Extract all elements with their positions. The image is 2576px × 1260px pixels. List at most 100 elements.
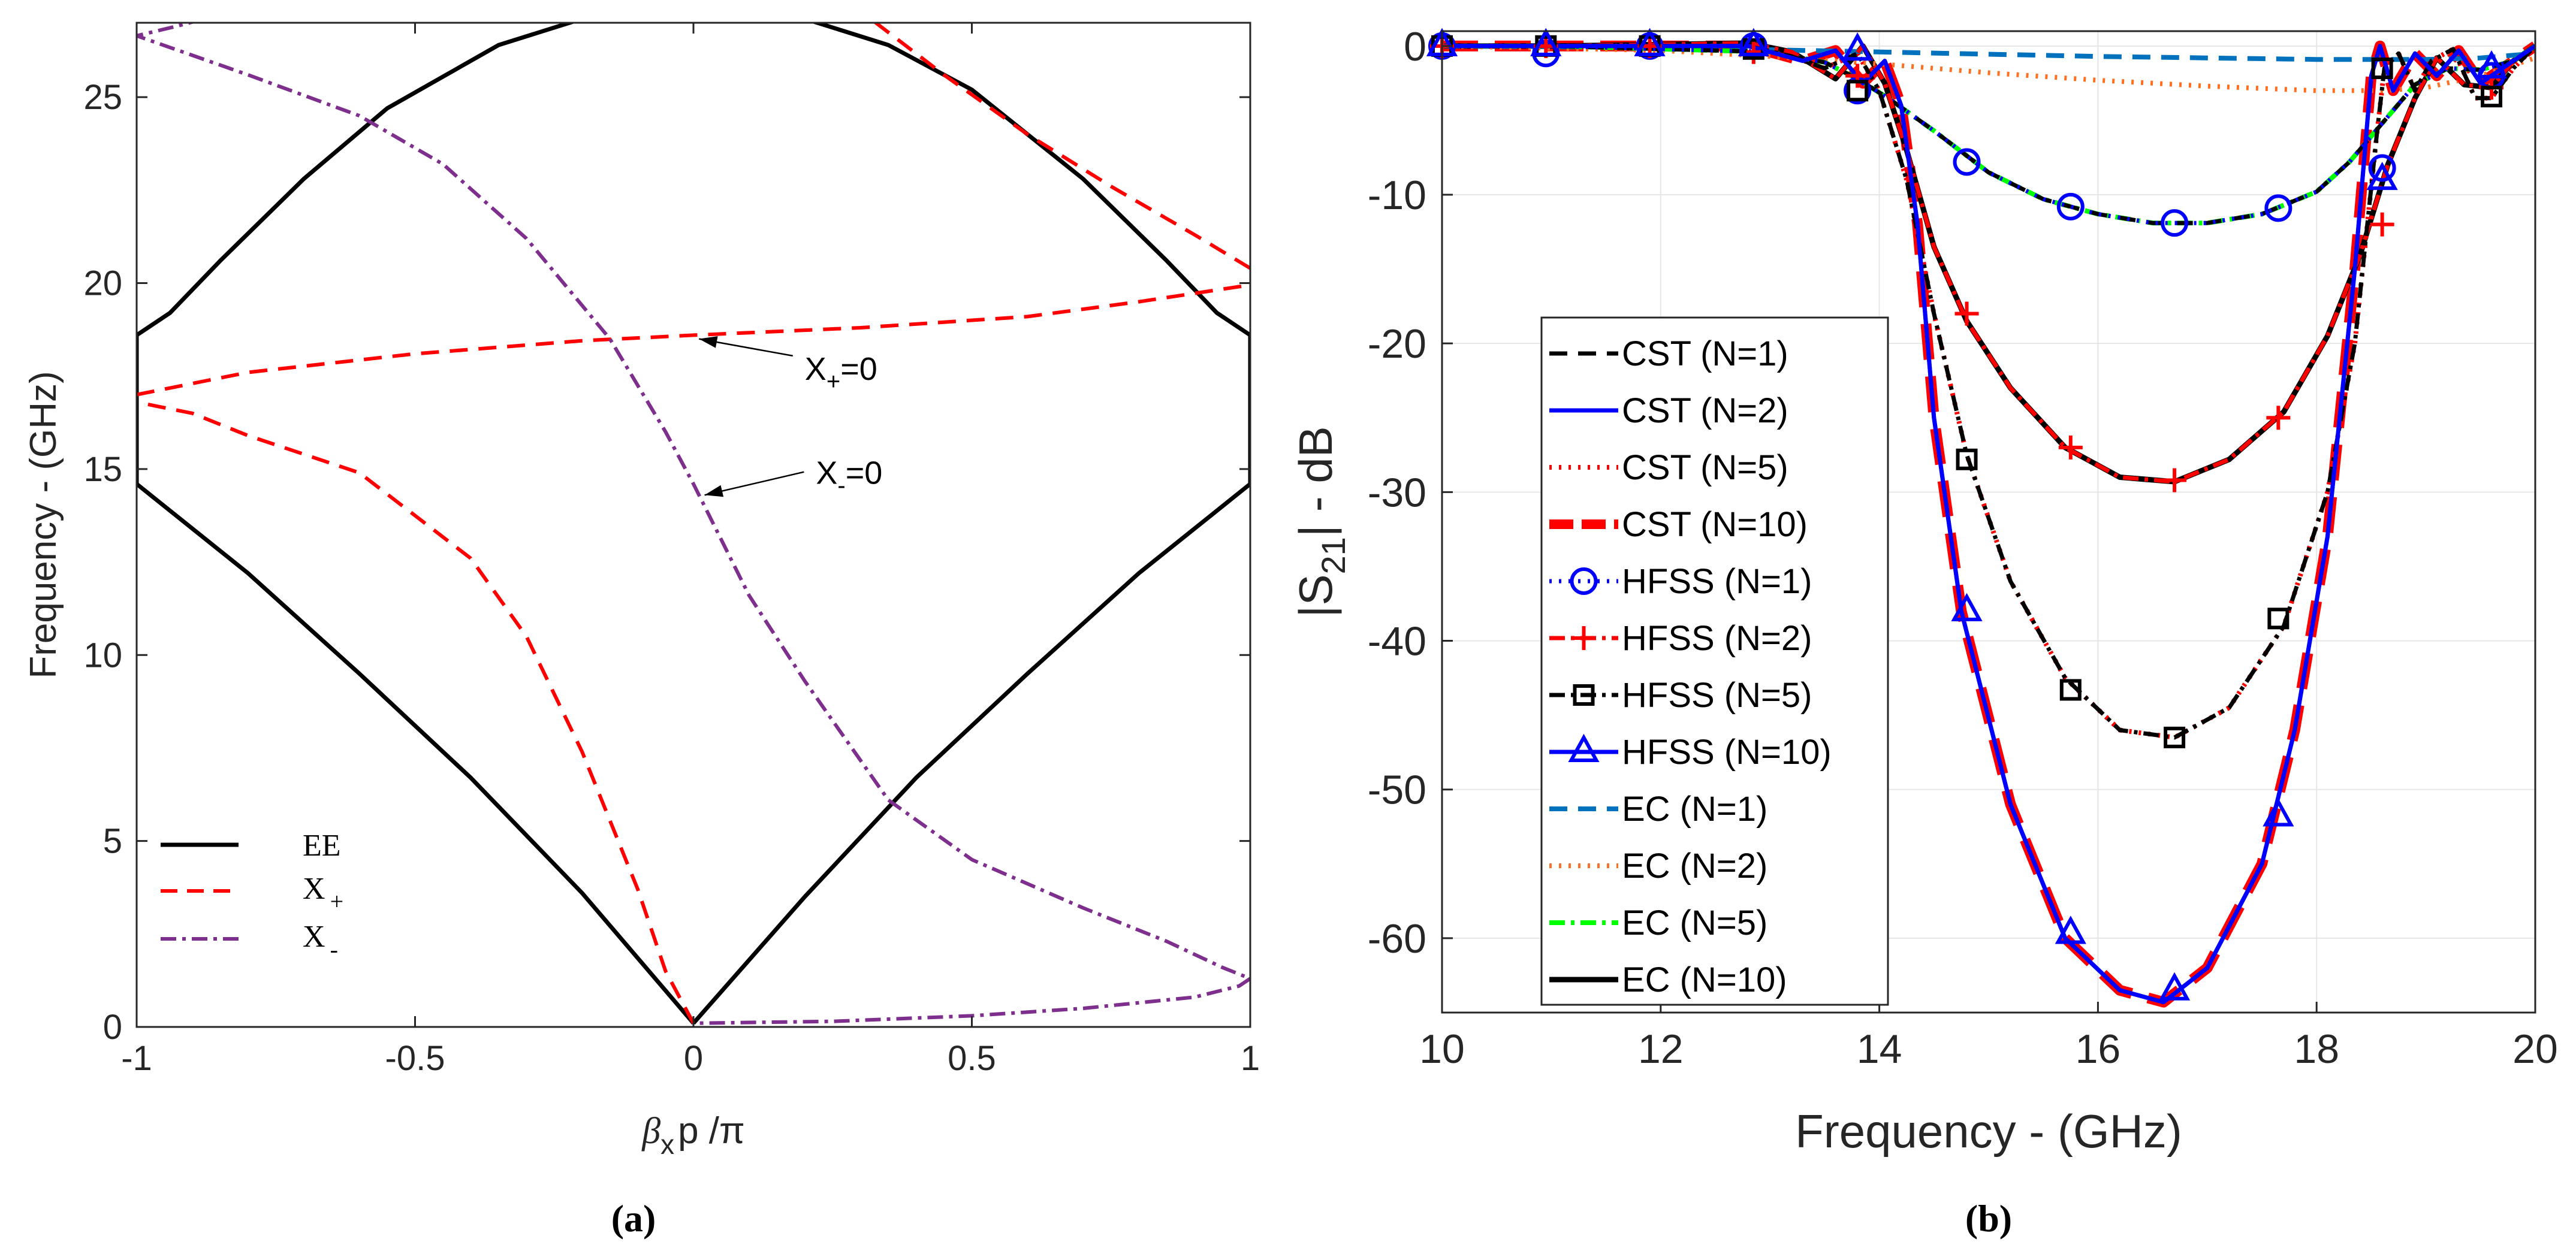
legend-b-marker-hfss-n-10 <box>1568 733 1600 762</box>
panel-a-xlabel-rest: p /π <box>678 1110 745 1152</box>
annotation-xplus-sub: + <box>827 368 840 395</box>
panel-a-x-axis-label: βxp /π <box>641 1110 745 1160</box>
panel-b-xtick-label: 18 <box>2294 1026 2339 1072</box>
annotation-xplus-text: X+=0 <box>805 351 877 395</box>
legend-b-label-cst-n-5: CST (N=5) <box>1622 448 1788 487</box>
marker-triangle-hfss-n-10 <box>2475 50 2508 79</box>
annotation-xminus-zero: X-=0 <box>704 455 882 499</box>
marker-square-hfss-n-5 <box>2164 726 2186 748</box>
panel-b-markers <box>1426 28 2508 1001</box>
panel-b-y-axis-label: |S21| - dB <box>1289 426 1352 618</box>
panel-b-y-ticks: 0 -10 -20 -30 -40 -50 -60 <box>1368 24 1453 962</box>
legend-b-label-cst-n-1: CST (N=1) <box>1622 334 1788 373</box>
marker-plus-hfss-n-2 <box>2058 435 2083 460</box>
annotation-xplus-main: X <box>805 351 827 387</box>
legend-a-xminus-main: X <box>303 920 325 954</box>
panel-a-xtick-label: 1 <box>1241 1039 1260 1078</box>
marker-triangle-hfss-n-10 <box>1530 28 1562 56</box>
panel-a-ytick-label: 0 <box>103 1008 122 1047</box>
panel-a-ytick-label: 5 <box>103 822 122 861</box>
panel-a-ytick-label: 15 <box>83 450 122 489</box>
panel-b-xtick-label: 16 <box>2076 1026 2121 1072</box>
marker-triangle-hfss-n-10 <box>1951 593 1983 621</box>
panel-a-ytick-label: 25 <box>83 78 122 117</box>
legend-a-xplus-main: X <box>303 872 325 906</box>
marker-plus-hfss-n-2 <box>2370 212 2394 237</box>
annotation-xminus-text: X-=0 <box>816 455 882 499</box>
panel-a-x-ticks: -1 -0.5 0 0.5 1 <box>121 23 1260 1078</box>
panel-b-legend-items: CST (N=1) CST (N=2) CST (N=5) CST (N=10) HFS… <box>1549 334 1832 999</box>
legend-b-marker-hfss-n-2 <box>1571 626 1596 650</box>
annotation-xminus-arrowhead <box>704 485 724 497</box>
series-b-hfss-n-10 <box>1442 44 2535 1005</box>
legend-b-label-hfss-n-10: HFSS (N=10) <box>1622 733 1832 772</box>
annotation-xminus-rest: =0 <box>846 455 883 491</box>
panel-a-xtick-label: -1 <box>121 1039 152 1078</box>
panel-b-ytick-label: -30 <box>1368 470 1426 515</box>
marker-square-hfss-n-5 <box>1847 80 1869 102</box>
panel-b-ytick-label: -60 <box>1368 916 1426 962</box>
panel-b-caption: (b) <box>1965 1197 2012 1240</box>
panel-a-curves <box>137 23 1250 1025</box>
legend-a-xplus-label: X + <box>303 872 343 915</box>
series-a-x-segment-2 <box>873 23 1250 270</box>
annotation-xplus-rest: =0 <box>840 351 877 387</box>
series-a-ee-segment-3 <box>810 23 1250 337</box>
panel-b-x-axis-label: Frequency - (GHz) <box>1795 1105 2182 1158</box>
marker-plus-hfss-n-2 <box>1954 301 1979 326</box>
panel-a-xtick-label: 0 <box>684 1039 703 1078</box>
panel-b-plot-frame <box>1441 30 2536 1014</box>
panel-a-ytick-label: 20 <box>83 264 122 303</box>
panel-b-curves <box>1442 40 2535 1008</box>
marker-square-hfss-n-5 <box>1956 448 1978 470</box>
marker-triangle-hfss-n-10 <box>2055 915 2086 944</box>
legend-a-xminus-sub: - <box>330 936 338 963</box>
legend-b-label-cst-n-10: CST (N=10) <box>1622 505 1808 544</box>
legend-b-label-ec-n-10: EC (N=10) <box>1622 960 1787 999</box>
marker-triangle-hfss-n-10 <box>2366 161 2398 191</box>
series-a-x-segment-0 <box>137 23 1250 981</box>
panel-b-legend-box <box>1540 316 1889 1006</box>
annotation-xplus-zero: X+=0 <box>699 336 877 395</box>
panel-b-ytick-label: 0 <box>1404 24 1426 70</box>
panel-b-ylabel-main: |S <box>1289 574 1342 617</box>
marker-triangle-hfss-n-10 <box>2263 798 2294 827</box>
legend-b-label-hfss-n-2: HFSS (N=2) <box>1622 619 1812 658</box>
marker-square-hfss-n-5 <box>2371 58 2393 80</box>
marker-square-hfss-n-5 <box>2267 608 2290 630</box>
panel-b-ytick-label: -50 <box>1368 768 1426 813</box>
panel-b-ylabel-rest: | - dB <box>1289 426 1342 537</box>
marker-circle-hfss-n-1 <box>1953 148 1981 176</box>
panel-b-xtick-label: 14 <box>1857 1026 1902 1072</box>
marker-triangle-hfss-n-10 <box>1842 32 1874 61</box>
marker-circle-hfss-n-1 <box>2161 209 2189 237</box>
panel-b-ytick-label: -10 <box>1368 173 1426 218</box>
panel-b-x-ticks: 10 12 14 16 18 20 <box>1419 1002 2558 1072</box>
legend-a-xminus-label: X- <box>303 920 338 963</box>
marker-square-hfss-n-5 <box>2059 679 2082 701</box>
panel-b-ytick-label: -20 <box>1368 321 1426 367</box>
series-a-x-segment-1 <box>693 977 1250 1025</box>
marker-circle-hfss-n-1 <box>2056 192 2085 220</box>
marker-plus-hfss-n-2 <box>2266 406 2291 430</box>
legend-b-label-ec-n-2: EC (N=2) <box>1622 847 1767 886</box>
panel-b-legend: CST (N=1) CST (N=2) CST (N=5) CST (N=10) HFS… <box>1540 316 1889 1006</box>
panel-a-ytick-label: 10 <box>83 636 122 675</box>
panel-a-caption: (a) <box>611 1197 656 1240</box>
panel-a-legend: EE X + X- <box>161 829 343 963</box>
panel-a-xlabel-sub: x <box>660 1129 674 1160</box>
panel-b: 10 12 14 16 18 20 0 -10 -20 -30 -40 -50 -60 CST (N=… <box>1289 24 2558 1240</box>
marker-plus-hfss-n-2 <box>1845 64 1870 88</box>
annotation-xminus-main: X <box>816 455 837 491</box>
annotation-xplus-arrowhead <box>699 336 718 348</box>
marker-triangle-hfss-n-10 <box>1634 28 1666 56</box>
panel-b-xtick-label: 12 <box>1638 1026 1684 1072</box>
marker-square-hfss-n-5 <box>2481 86 2503 108</box>
legend-b-label-ec-n-1: EC (N=1) <box>1622 790 1767 829</box>
legend-b-label-hfss-n-1: HFSS (N=1) <box>1622 562 1812 601</box>
panel-b-xtick-label: 20 <box>2512 1026 2558 1072</box>
series-a-ee-segment-2 <box>137 23 577 337</box>
series-a-ee-segment-0 <box>137 482 695 1025</box>
marker-circle-hfss-n-1 <box>2368 154 2396 182</box>
